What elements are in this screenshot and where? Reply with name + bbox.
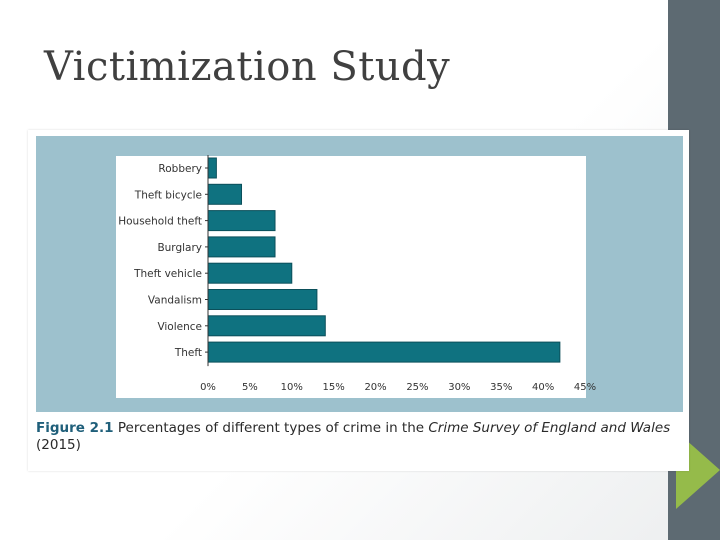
x-tick-label: 10%: [281, 382, 303, 393]
y-label-violence: Violence: [157, 321, 202, 333]
bar-burglary: [207, 236, 276, 258]
y-label-theft-vehicle: Theft vehicle: [133, 268, 202, 280]
figure-caption: Figure 2.1 Percentages of different type…: [36, 420, 676, 454]
y-label-theft-bicycle: Theft bicycle: [134, 189, 202, 201]
x-ticks-group: 0% 5% 10% 15% 20% 25% 30% 35% 40% 45%: [200, 382, 596, 393]
bar-household-theft: [207, 210, 276, 232]
x-tick-label: 35%: [490, 382, 512, 393]
x-tick-label: 30%: [448, 382, 470, 393]
bar-theft-bicycle: [207, 183, 243, 205]
y-labels-group: Robbery Theft bicycle Household theft Burgl…: [118, 163, 208, 359]
slide-title: Victimization Study: [44, 44, 451, 90]
bar-violence: [207, 315, 326, 337]
bars-group: [207, 157, 561, 363]
caption-text: Percentages of different types of crime …: [117, 420, 425, 436]
x-tick-label: 0%: [200, 382, 216, 393]
x-tick-label: 15%: [323, 382, 345, 393]
figure-label: Figure 2.1: [36, 420, 114, 436]
x-tick-label: 20%: [364, 382, 386, 393]
x-tick-label: 45%: [574, 382, 596, 393]
y-label-theft: Theft: [174, 347, 202, 359]
caption-year: (2015): [36, 437, 81, 453]
x-tick-label: 5%: [242, 382, 258, 393]
y-label-burglary: Burglary: [157, 242, 202, 254]
bar-theft: [207, 341, 561, 363]
bar-theft-vehicle: [207, 262, 293, 284]
x-tick-label: 40%: [532, 382, 554, 393]
y-label-household-theft: Household theft: [118, 216, 202, 228]
x-tick-label: 25%: [406, 382, 428, 393]
y-label-robbery: Robbery: [158, 163, 202, 175]
bar-vandalism: [207, 289, 318, 310]
y-label-vandalism: Vandalism: [148, 295, 202, 307]
caption-survey-name: Crime Survey of England and Wales: [428, 420, 671, 436]
bar-robbery: [207, 157, 217, 179]
